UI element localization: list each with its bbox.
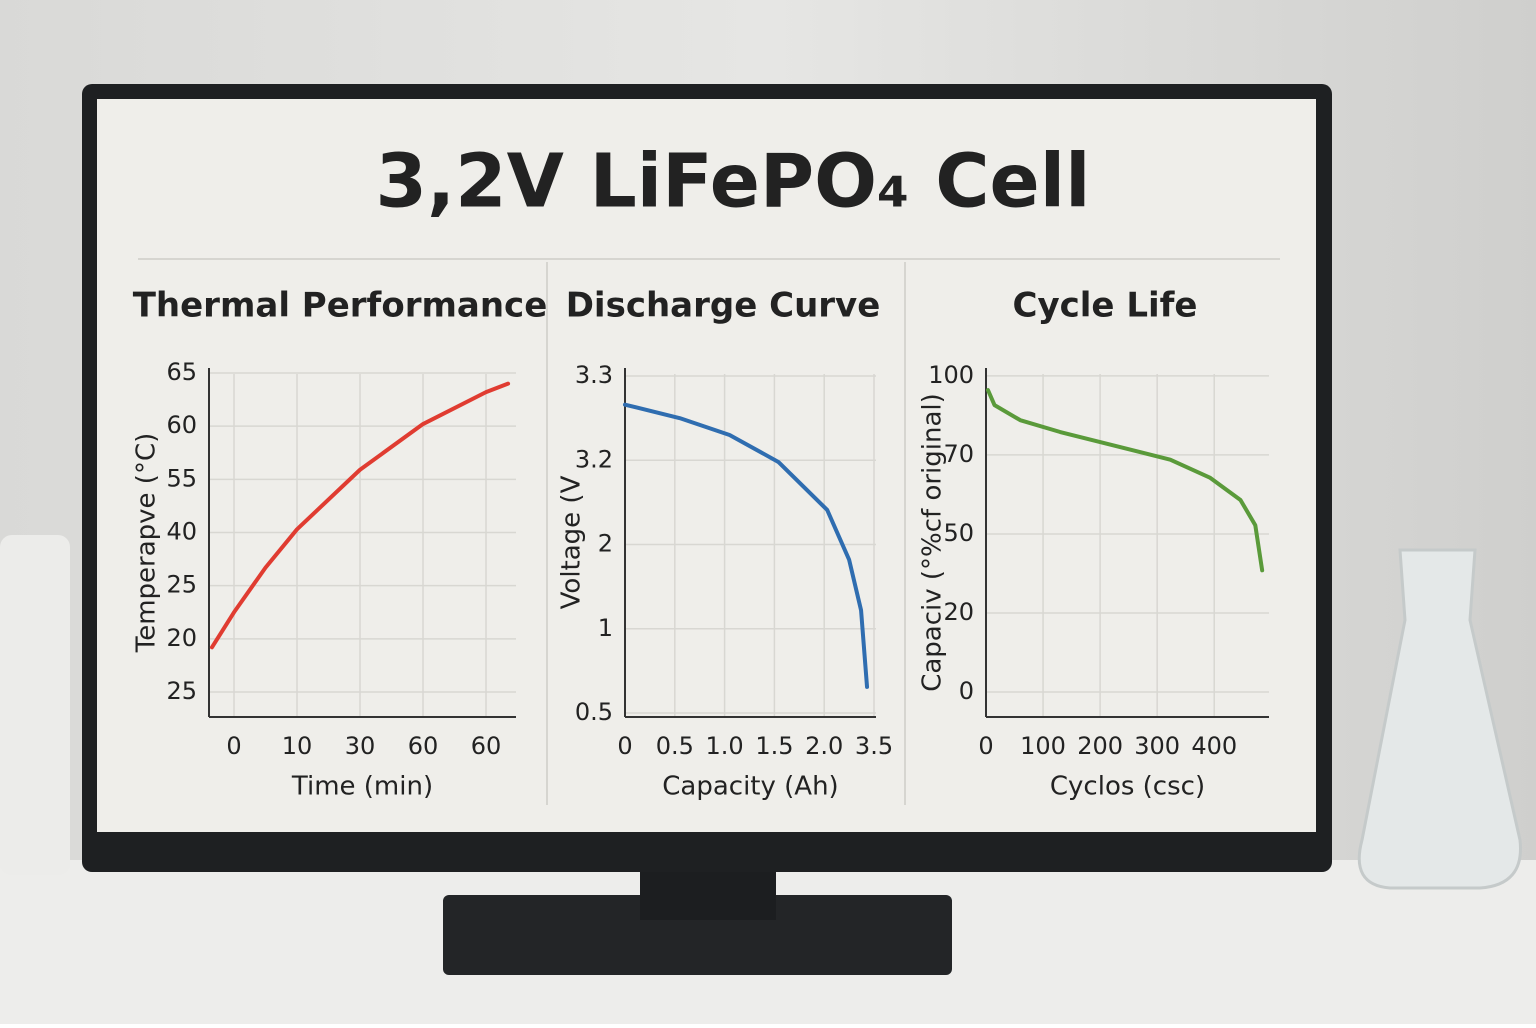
x-tick-label: 30 xyxy=(345,732,376,760)
y-tick-label: 60 xyxy=(166,411,197,439)
x-tick-label: 60 xyxy=(408,732,439,760)
chart-title: Cycle Life xyxy=(1013,286,1198,326)
x-tick-label: 60 xyxy=(471,732,502,760)
x-tick-label: 400 xyxy=(1191,732,1237,760)
bottle xyxy=(0,535,70,875)
y-tick-label: 65 xyxy=(166,358,197,386)
y-tick-label: 3.3 xyxy=(575,361,613,389)
y-tick-label: 0.5 xyxy=(575,698,613,726)
x-tick-label: 200 xyxy=(1077,732,1123,760)
x-tick-label: 1.5 xyxy=(755,732,793,760)
chart-title: Discharge Curve xyxy=(566,286,881,326)
data-line xyxy=(985,388,1265,573)
stand-neck xyxy=(640,865,776,920)
page-title: 3,2V LiFePO₄ Cell xyxy=(376,139,1091,225)
x-tick-label: 0 xyxy=(978,732,993,760)
stand-base xyxy=(443,895,952,975)
y-tick-label: 0 xyxy=(959,677,974,705)
x-tick-label: 1.0 xyxy=(706,732,744,760)
x-axis-label: Capacity (Ah) xyxy=(662,772,838,802)
x-tick-label: 100 xyxy=(1020,732,1066,760)
y-tick-label: 70 xyxy=(943,440,974,468)
x-tick-label: 10 xyxy=(282,732,313,760)
y-tick-label: 20 xyxy=(166,624,197,652)
x-tick-label: 0 xyxy=(617,732,632,760)
y-tick-label: 50 xyxy=(943,519,974,547)
x-axis-label: Time (min) xyxy=(291,772,433,802)
y-tick-label: 2 xyxy=(598,530,613,558)
y-tick-label: 1 xyxy=(598,614,613,642)
y-axis-label: Voltage (V xyxy=(557,475,587,609)
chart-title: Thermal Performance xyxy=(133,286,548,326)
y-tick-label: 25 xyxy=(166,677,197,705)
x-tick-label: 3.5 xyxy=(855,732,893,760)
y-axis-label: Temperapve (°C) xyxy=(132,433,162,654)
x-tick-label: 300 xyxy=(1134,732,1180,760)
x-tick-label: 2.0 xyxy=(805,732,843,760)
y-tick-label: 40 xyxy=(166,518,197,546)
y-tick-label: 100 xyxy=(928,361,974,389)
flask xyxy=(1357,548,1522,890)
y-tick-label: 55 xyxy=(166,464,197,492)
y-tick-label: 25 xyxy=(166,571,197,599)
y-axis-label: Capaciv (°%cf original) xyxy=(918,393,948,692)
y-tick-label: 3.2 xyxy=(575,445,613,473)
screen xyxy=(97,99,1316,832)
x-axis-label: Cyclos (csc) xyxy=(1050,772,1205,802)
x-tick-label: 0.5 xyxy=(656,732,694,760)
x-tick-label: 0 xyxy=(226,732,241,760)
data-line xyxy=(623,402,870,689)
y-tick-label: 20 xyxy=(943,598,974,626)
data-line xyxy=(209,381,511,650)
